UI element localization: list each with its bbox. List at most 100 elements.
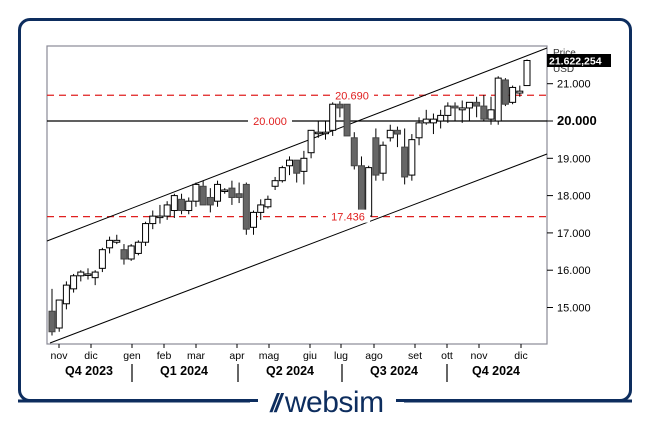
candle-down: [372, 137, 380, 176]
candle-up: [458, 107, 466, 111]
last-price-tag: [547, 54, 611, 67]
candle-down: [350, 137, 358, 167]
last-price-value: 21.622,254: [549, 56, 602, 68]
month-label: nov: [471, 350, 489, 362]
month-label: nov: [51, 350, 69, 362]
quarter-label: Q4 2024: [472, 364, 520, 378]
candle-up: [321, 131, 329, 135]
lower-channel-line: [49, 153, 548, 344]
candle-up: [163, 204, 171, 217]
candle-up: [214, 183, 222, 202]
footer-logo: // websim: [0, 383, 654, 423]
y-tick-label: 19.000: [557, 153, 591, 165]
candle-up: [408, 139, 416, 176]
candle-up: [437, 114, 445, 122]
candle-up: [271, 180, 279, 187]
candle-down: [228, 187, 236, 198]
candle-up: [365, 167, 373, 217]
candle-up: [113, 239, 121, 243]
month-label: set: [408, 350, 422, 362]
candle-up: [523, 59, 531, 87]
candle-up: [509, 86, 517, 103]
candle-down: [199, 185, 207, 206]
candle-up: [84, 273, 92, 276]
y-tick-label: 18.000: [557, 191, 591, 203]
candle-up: [257, 204, 265, 213]
month-label: dic: [514, 350, 527, 362]
candle-down: [501, 79, 509, 105]
candle-up: [314, 131, 322, 135]
y-tick-label: 16.000: [557, 265, 591, 277]
candle-down: [178, 198, 186, 212]
month-label: lug: [334, 350, 348, 362]
y-tick-label: 20.000: [557, 113, 597, 128]
candle-up: [300, 157, 308, 172]
y-tick-label: 17.000: [557, 228, 591, 240]
candle-down: [393, 129, 401, 135]
candle-down: [336, 103, 344, 109]
candle-down: [293, 159, 301, 174]
level-label: 20.000: [253, 116, 287, 128]
month-label: gen: [123, 350, 141, 362]
month-label: dic: [84, 350, 97, 362]
candle-up: [77, 271, 85, 277]
candle-down: [343, 103, 351, 137]
candle-up: [221, 189, 229, 193]
candle-up: [444, 105, 452, 116]
month-label: ago: [365, 350, 383, 362]
candle-up: [149, 215, 157, 225]
y-tick-label: 21.000: [557, 79, 591, 91]
candle-up: [487, 109, 495, 120]
candle-down: [480, 105, 488, 120]
candle-up: [329, 103, 337, 131]
level-label: 17.436: [331, 212, 365, 224]
candle-down: [401, 146, 409, 178]
candle-up: [170, 195, 178, 212]
candle-up: [70, 275, 78, 290]
quarter-label: Q4 2023: [65, 364, 113, 378]
candle-down: [48, 310, 56, 333]
level-label-bg: [248, 114, 292, 127]
candle-up: [62, 284, 70, 305]
month-label: ott: [441, 350, 453, 362]
candle-down: [206, 196, 214, 206]
brand-name: websim: [284, 386, 384, 419]
candle-up: [307, 129, 315, 154]
y-tick-label: 15.000: [557, 303, 591, 315]
y-axis-title: Price: [553, 48, 576, 59]
candle-down: [120, 249, 128, 260]
level-label-bg: [330, 88, 374, 102]
candle-up: [106, 239, 114, 249]
plot-area: [46, 45, 548, 345]
candle-up: [379, 144, 387, 174]
candle-up: [185, 200, 193, 212]
candle-down: [357, 165, 365, 217]
candle-down: [473, 101, 481, 107]
candle-up: [127, 245, 135, 260]
quarter-label: Q3 2024: [370, 364, 418, 378]
month-label: feb: [157, 350, 172, 362]
candle-up: [134, 241, 142, 254]
websim-logo: // websim: [258, 386, 396, 419]
y-axis-unit: USD: [553, 64, 574, 75]
level-label: 20.690: [335, 90, 369, 102]
candle-up: [264, 198, 272, 208]
candle-up: [415, 122, 423, 139]
candle-up: [98, 249, 106, 269]
candle-up: [494, 77, 502, 122]
candle-down: [242, 183, 250, 230]
month-label: giu: [303, 350, 317, 362]
candle-up: [156, 215, 164, 219]
candle-up: [55, 299, 63, 329]
candle-up: [142, 223, 150, 243]
candle-up: [91, 271, 99, 279]
candle-up: [422, 118, 430, 124]
candle-down: [451, 105, 459, 109]
month-label: apr: [229, 350, 245, 362]
candle-up: [192, 183, 200, 202]
upper-channel-line: [46, 47, 548, 242]
candle-up: [465, 101, 473, 109]
candle-up: [286, 159, 293, 167]
candle-up: [250, 211, 258, 228]
